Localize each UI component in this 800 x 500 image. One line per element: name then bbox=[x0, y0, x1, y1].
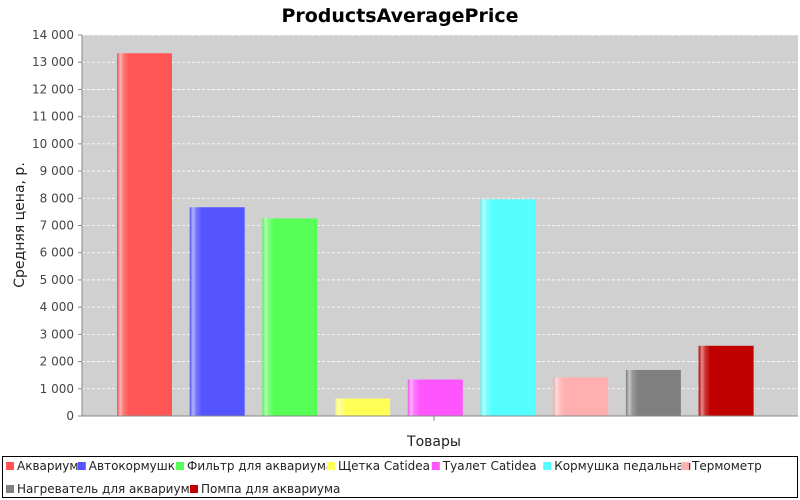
bar bbox=[625, 370, 681, 416]
legend-swatch bbox=[77, 462, 86, 470]
bar bbox=[262, 218, 318, 416]
legend-label: Автокормушка bbox=[89, 459, 183, 473]
y-tick-label: 11 000 bbox=[32, 110, 74, 124]
y-axis-label: Средняя цена, р. bbox=[12, 162, 28, 288]
legend-swatch bbox=[6, 485, 14, 493]
bar bbox=[189, 207, 245, 416]
x-axis-label: Товары bbox=[406, 434, 461, 450]
legend-item: Аквариум bbox=[6, 459, 78, 473]
y-tick-label: 12 000 bbox=[32, 82, 74, 96]
legend-swatch bbox=[190, 485, 198, 493]
legend-swatch bbox=[176, 462, 184, 470]
legend-swatch bbox=[681, 462, 689, 470]
y-tick-label: 5 000 bbox=[40, 273, 74, 287]
y-tick-label: 0 bbox=[66, 409, 74, 423]
legend-label: Термометр bbox=[691, 459, 762, 473]
legend-label: Туалет Catidea bbox=[442, 459, 537, 473]
legend-label: Щетка Catidea bbox=[338, 459, 430, 473]
y-tick-label: 14 000 bbox=[32, 28, 74, 42]
y-tick-label: 8 000 bbox=[40, 191, 74, 205]
legend-swatch bbox=[431, 462, 440, 470]
bar bbox=[480, 199, 536, 416]
legend-item: Помпа для аквариума bbox=[190, 482, 340, 496]
legend-item: Фильтр для аквариума bbox=[176, 459, 333, 473]
legend-label: Помпа для аквариума bbox=[201, 482, 340, 496]
legend-label: Кормушка педальная bbox=[554, 459, 691, 473]
chart-title: ProductsAveragePrice bbox=[281, 5, 518, 27]
legend-label: Нагреватель для аквариума bbox=[17, 482, 197, 496]
bars bbox=[117, 53, 754, 416]
legend-item: Кормушка педальная bbox=[543, 459, 691, 473]
y-tick-label: 6 000 bbox=[40, 246, 74, 260]
legend-label: Фильтр для аквариума bbox=[187, 459, 333, 473]
y-tick-label: 2 000 bbox=[40, 355, 74, 369]
y-tick-label: 13 000 bbox=[32, 55, 74, 69]
legend-swatch bbox=[327, 462, 335, 470]
legend-box bbox=[2, 456, 798, 498]
legend-item: Нагреватель для аквариума bbox=[6, 482, 197, 496]
bar bbox=[698, 345, 754, 416]
bar bbox=[553, 377, 609, 416]
legend-label: Аквариум bbox=[17, 459, 78, 473]
y-tick-label: 7 000 bbox=[40, 219, 74, 233]
legend-item: Туалет Catidea bbox=[431, 459, 537, 473]
legend-swatch bbox=[6, 462, 14, 470]
y-tick-label: 9 000 bbox=[40, 164, 74, 178]
y-tick-label: 3 000 bbox=[40, 327, 74, 341]
y-tick-label: 4 000 bbox=[40, 300, 74, 314]
bar bbox=[335, 398, 391, 416]
legend-swatch bbox=[543, 462, 552, 470]
bar bbox=[407, 379, 463, 416]
bar bbox=[117, 53, 172, 416]
y-axis-ticks: 0 1 000 2 000 3 000 4 000 5 000 6 000 7 000 8 00… bbox=[32, 28, 82, 423]
legend-item: Термометр bbox=[681, 459, 762, 473]
legend-item: Щетка Catidea bbox=[327, 459, 430, 473]
legend-item: Автокормушка bbox=[77, 459, 183, 473]
y-tick-label: 10 000 bbox=[32, 137, 74, 151]
legend: Аквариум Автокормушка Фильтр для аквариума… bbox=[6, 459, 762, 496]
y-tick-label: 1 000 bbox=[40, 382, 74, 396]
